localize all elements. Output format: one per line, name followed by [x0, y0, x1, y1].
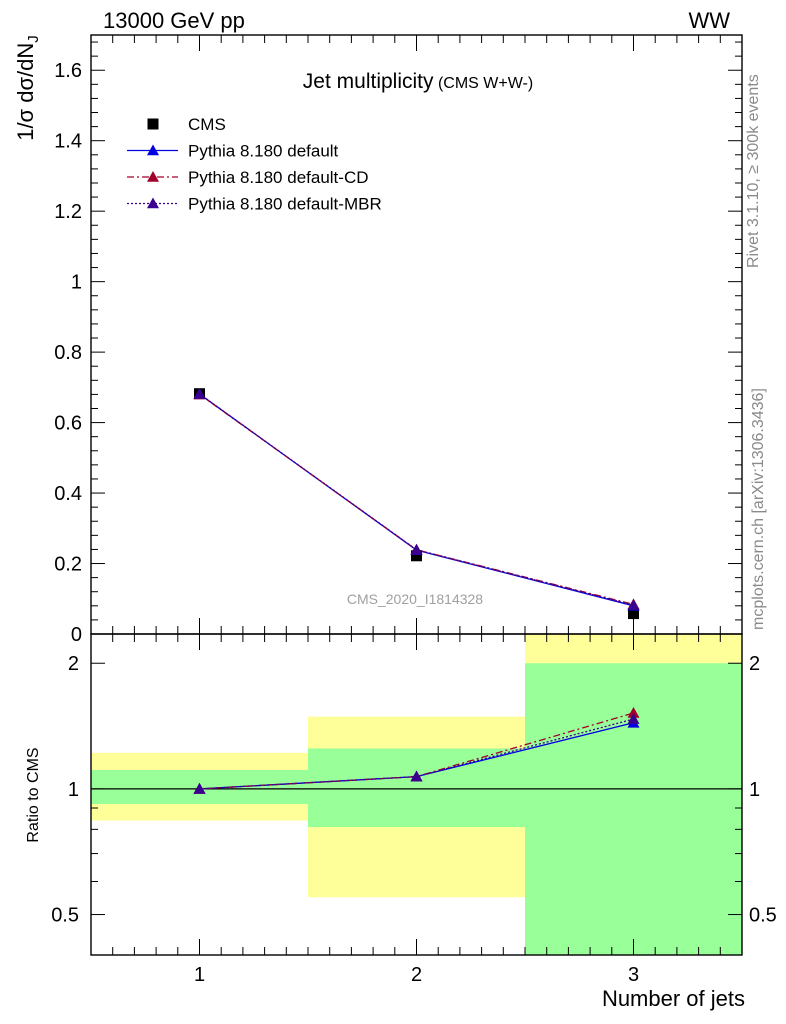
ratio-y-tick-label-left-1: 1 — [68, 779, 79, 801]
legend-label-0: CMS — [188, 115, 226, 134]
y-tick-label-1.2: 1.2 — [54, 201, 82, 223]
legend-label-2: Pythia 8.180 default-CD — [188, 168, 369, 187]
pythia-point-3-1 — [193, 388, 206, 399]
y-tick-label-1.6: 1.6 — [54, 60, 82, 82]
legend: CMS Pythia 8.180 default Pythia 8.180 defa… — [127, 115, 382, 214]
ratio-y-tick-label-left-2: 2 — [68, 653, 79, 675]
x-tick-label-2: 2 — [411, 964, 422, 986]
pythia-point-3-2 — [410, 543, 423, 555]
ratio-y-tick-label-right-0.5: 0.5 — [749, 905, 777, 927]
ratio-y-tick-label-right-2: 2 — [749, 653, 760, 675]
x-tick-label-1: 1 — [194, 964, 205, 986]
y-axis-label: 1/σ dσ/dNJ — [13, 35, 42, 141]
y-tick-label-1.4: 1.4 — [54, 131, 82, 153]
series-line-1 — [199, 393, 634, 607]
analysis-id-label: CMS_2020_I1814328 — [347, 591, 483, 607]
y-tick-label-0.6: 0.6 — [54, 413, 82, 435]
ratio-y-tick-label-left-0.5: 0.5 — [51, 905, 79, 927]
legend-label-1: Pythia 8.180 default — [188, 142, 339, 161]
y-tick-label-0.2: 0.2 — [54, 554, 82, 576]
series-line-3 — [199, 393, 634, 606]
ratio-y-tick-label-right-1: 1 — [749, 779, 760, 801]
ratio-bands — [91, 634, 742, 955]
x-tick-label-3: 3 — [628, 964, 639, 986]
y-tick-label-0: 0 — [71, 624, 82, 646]
legend-marker-1 — [147, 144, 159, 156]
ratio-point-2-1 — [193, 782, 206, 794]
ratio-y-axis-label: Ratio to CMS — [25, 747, 42, 842]
y-tick-label-1: 1 — [71, 272, 82, 294]
legend-marker-2 — [147, 171, 159, 182]
x-axis-label: Number of jets — [602, 986, 745, 1011]
legend-marker-cms — [147, 118, 159, 130]
pythia-point-3-3 — [627, 599, 640, 610]
ratio-point-2-2 — [410, 770, 423, 782]
cms-point-3 — [628, 608, 639, 620]
ratio-point-1-3 — [627, 706, 640, 718]
cms-point-2 — [411, 550, 422, 562]
ratio-point-2-3 — [627, 713, 640, 724]
y-tick-label-0.4: 0.4 — [54, 483, 82, 505]
y-tick-label-0.8: 0.8 — [54, 342, 82, 364]
ratio-band-inner-2 — [308, 748, 525, 828]
series-line-2 — [199, 393, 634, 606]
legend-label-3: Pythia 8.180 default-MBR — [188, 195, 382, 214]
header-left: 13000 GeV pp — [103, 8, 245, 33]
legend-marker-3 — [147, 197, 159, 209]
header-right: WW — [688, 8, 730, 33]
plot-title: Jet multiplicity (CMS W+W-) — [303, 70, 533, 93]
